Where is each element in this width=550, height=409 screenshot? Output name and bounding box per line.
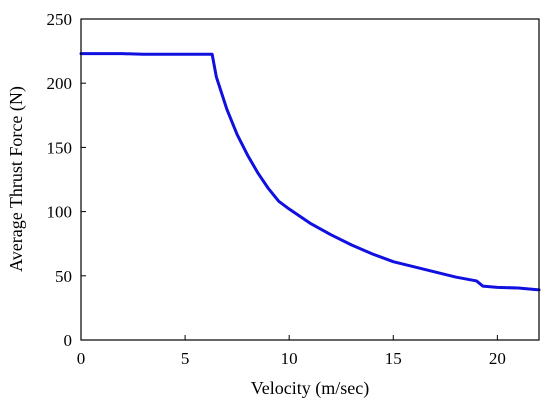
thrust-force-line — [79, 52, 541, 292]
x-tick-label: 10 — [281, 349, 298, 368]
x-axis-title: Velocity (m/sec) — [251, 378, 369, 399]
plot-area-frame — [80, 18, 540, 341]
tick-marks — [80, 18, 498, 341]
y-tick-label: 50 — [55, 267, 72, 286]
y-tick-label: 0 — [64, 331, 73, 350]
x-tick-label: 5 — [181, 349, 190, 368]
y-axis-title: Average Thrust Force (N) — [6, 86, 27, 272]
y-tick-label: 150 — [47, 138, 73, 157]
x-tick-label: 0 — [77, 349, 86, 368]
y-tick-labels: 0 50 100 150 200 250 — [47, 10, 73, 350]
x-tick-label: 20 — [489, 349, 506, 368]
y-tick-label: 100 — [47, 203, 73, 222]
series-lines — [79, 52, 541, 292]
y-tick-label: 250 — [47, 10, 73, 29]
y-tick-label: 200 — [47, 74, 73, 93]
x-tick-label: 15 — [385, 349, 402, 368]
x-tick-labels: 0 5 10 15 20 — [77, 349, 506, 368]
